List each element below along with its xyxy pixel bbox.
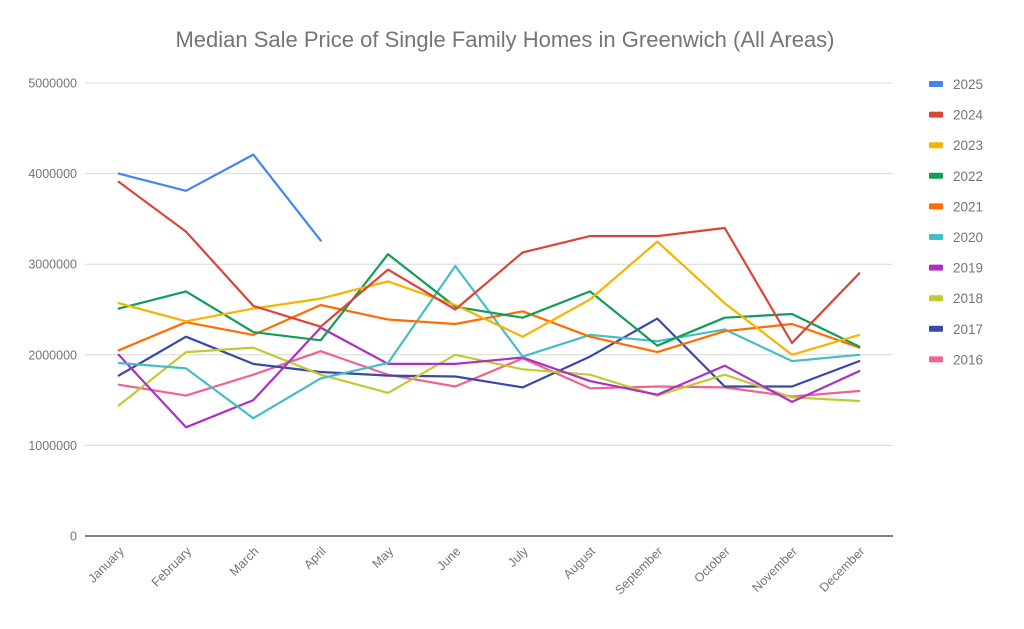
legend-item-2020[interactable]: 2020 — [929, 230, 983, 245]
x-tick-label: November — [749, 544, 800, 595]
legend: 2025 2024 2023 2022 2021 2020 2019 2018 2017 2016 — [929, 77, 984, 367]
x-tick-label: August — [561, 544, 599, 582]
series-line-2023 — [117, 240, 861, 356]
legend-item-2016[interactable]: 2016 — [929, 352, 983, 367]
legend-label: 2025 — [953, 77, 983, 92]
legend-swatch — [929, 295, 943, 302]
series-line-2020 — [117, 264, 861, 420]
series-line-2018 — [117, 346, 861, 407]
legend-swatch — [929, 142, 943, 149]
legend-item-2025[interactable]: 2025 — [929, 77, 983, 92]
legend-item-2019[interactable]: 2019 — [929, 261, 983, 276]
x-tick-label: July — [505, 544, 531, 570]
y-tick-label: 2000000 — [28, 348, 77, 362]
series-line-2019 — [117, 326, 861, 429]
x-tick-label: March — [227, 544, 261, 578]
series-lines — [117, 153, 861, 429]
legend-swatch — [929, 325, 943, 332]
legend-item-2022[interactable]: 2022 — [929, 169, 983, 184]
legend-item-2024[interactable]: 2024 — [929, 108, 984, 123]
legend-swatch — [929, 111, 943, 118]
legend-swatch — [929, 81, 943, 87]
legend-label: 2016 — [953, 352, 983, 367]
series-line-2024 — [117, 180, 861, 345]
x-tick-label: June — [434, 544, 463, 573]
legend-label: 2018 — [953, 291, 983, 306]
y-tick-label: 3000000 — [28, 258, 77, 272]
legend-swatch — [929, 234, 943, 240]
legend-item-2021[interactable]: 2021 — [929, 199, 983, 214]
legend-swatch — [929, 264, 943, 271]
y-tick-label: 4000000 — [28, 167, 77, 181]
x-tick-label: May — [370, 544, 397, 571]
series-line-2025 — [117, 153, 322, 242]
legend-item-2023[interactable]: 2023 — [929, 138, 983, 153]
x-tick-label: December — [817, 544, 868, 595]
legend-label: 2019 — [953, 261, 983, 276]
legend-label: 2024 — [953, 108, 984, 123]
y-tick-label: 1000000 — [28, 439, 77, 453]
series-line-2022 — [117, 253, 861, 348]
legend-swatch — [929, 356, 943, 363]
legend-label: 2020 — [953, 230, 983, 245]
series-line-2021 — [117, 303, 861, 354]
x-tick-label: January — [85, 544, 127, 586]
chart-title: Median Sale Price of Single Family Homes… — [175, 27, 834, 52]
legend-swatch — [929, 203, 943, 210]
x-tick-label: April — [301, 544, 329, 572]
series-line-2016 — [117, 350, 861, 398]
x-axis-ticks: January February March April May June July Augu… — [85, 544, 867, 598]
legend-label: 2022 — [953, 169, 983, 184]
legend-label: 2017 — [953, 322, 983, 337]
legend-item-2017[interactable]: 2017 — [929, 322, 983, 337]
y-axis-ticks: 0 1000000 2000000 3000000 4000000 5000000 — [28, 77, 77, 544]
x-tick-label: September — [612, 544, 665, 597]
legend-item-2018[interactable]: 2018 — [929, 291, 983, 306]
x-tick-label: October — [691, 544, 732, 585]
x-tick-label: February — [149, 544, 195, 590]
legend-label: 2023 — [953, 138, 983, 153]
y-tick-label: 5000000 — [28, 77, 77, 91]
legend-label: 2021 — [953, 199, 983, 214]
series-line-2017 — [117, 317, 861, 389]
y-tick-label: 0 — [70, 530, 77, 544]
legend-swatch — [929, 172, 943, 179]
